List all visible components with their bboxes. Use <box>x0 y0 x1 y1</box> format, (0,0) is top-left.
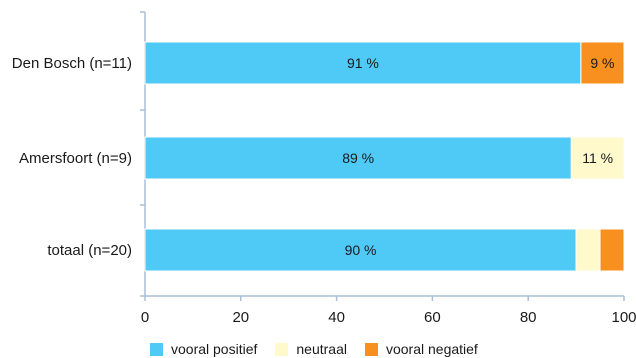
bar-vooral-negatief-totaal-n-20 <box>599 228 625 272</box>
legend: vooral positief neutraal vooral negatief <box>150 340 496 358</box>
bar-label-vooral-negatief-den-bosch-n-11: 9 % <box>590 55 614 71</box>
x-tick-label-100: 100 <box>611 309 636 326</box>
category-label-amersfoort-n-9: Amersfoort (n=9) <box>19 150 132 167</box>
bar-vooral-positief-amersfoort-n-9 <box>144 136 572 180</box>
bar-label-neutraal-amersfoort-n-9: 11 % <box>582 150 613 166</box>
bar-neutraal-amersfoort-n-9 <box>570 136 625 180</box>
legend-item-neutraal: neutraal <box>275 341 347 357</box>
legend-label-neutraal: neutraal <box>296 341 347 357</box>
x-tick-label-80: 80 <box>520 309 537 326</box>
stacked-bar-chart: 0 20 40 60 80 100 Den Bosch (n=11) Amersfoort (… <box>12 11 636 326</box>
legend-swatch-vooral-negatief <box>364 342 378 356</box>
legend-item-vooral-negatief: vooral negatief <box>364 341 478 357</box>
category-label-totaal-n-20: totaal (n=20) <box>47 242 132 259</box>
x-tick-label-20: 20 <box>232 309 249 326</box>
bar-label-vooral-positief-den-bosch-n-11: 91 % <box>347 55 379 71</box>
legend-label-vooral-positief: vooral positief <box>171 341 258 357</box>
x-tick-label-0: 0 <box>141 309 149 326</box>
legend-item-vooral-positief: vooral positief <box>150 341 257 357</box>
bar-label-vooral-positief-amersfoort-n-9: 89 % <box>342 150 374 166</box>
bar-neutraal-totaal-n-20 <box>575 228 601 272</box>
bar-label-vooral-positief-totaal-n-20: 90 % <box>345 242 377 258</box>
legend-swatch-vooral-positief <box>150 342 163 356</box>
x-tick-label-40: 40 <box>328 309 345 326</box>
x-tick-label-60: 60 <box>424 309 441 326</box>
bar-vooral-negatief-den-bosch-n-11 <box>580 41 625 85</box>
category-label-den-bosch-n-11: Den Bosch (n=11) <box>12 55 132 72</box>
legend-swatch-neutraal <box>275 342 289 356</box>
bar-vooral-positief-den-bosch-n-11 <box>144 41 582 85</box>
legend-label-vooral-negatief: vooral negatief <box>385 341 478 357</box>
bar-vooral-positief-totaal-n-20 <box>144 228 577 272</box>
